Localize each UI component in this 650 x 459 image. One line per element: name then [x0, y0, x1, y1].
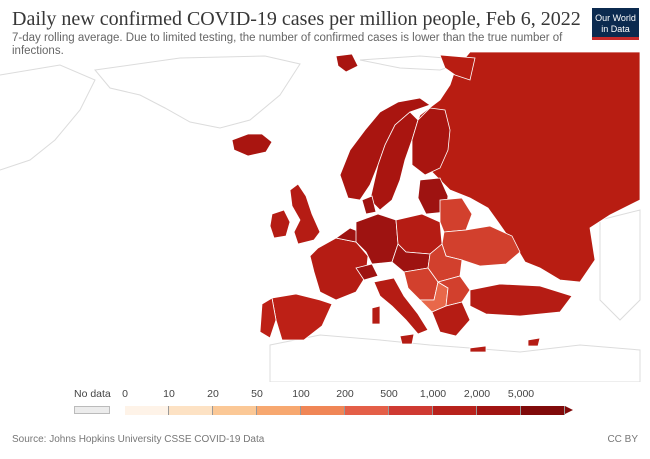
legend-no-data-label: No data [74, 388, 111, 400]
africa-outline [269, 334, 641, 382]
region-turkey [469, 283, 573, 317]
legend-tick-label: 2,000 [463, 388, 491, 400]
region-ireland [269, 209, 291, 239]
owid-logo[interactable]: Our World in Data [592, 8, 639, 40]
legend-bin[interactable] [125, 406, 169, 415]
legend-tick-label: 50 [251, 388, 263, 400]
legend-arrow-tip [565, 406, 573, 414]
source-note[interactable]: Source: Johns Hopkins University CSSE CO… [12, 434, 265, 445]
region-switzerland [355, 263, 379, 281]
region-great-britain [289, 183, 321, 245]
asia-outline [599, 209, 641, 321]
page-title: Daily new confirmed COVID-19 cases per m… [12, 8, 581, 30]
region-russia-north-islands [439, 54, 476, 81]
legend-bin[interactable] [301, 406, 345, 415]
page-subtitle: 7-day rolling average. Due to limited te… [12, 32, 563, 57]
legend-tick-label: 1,000 [419, 388, 447, 400]
region-belarus [439, 197, 473, 233]
region-greece [431, 301, 471, 337]
legend-tick-label: 20 [207, 388, 219, 400]
license-link[interactable]: CC BY [607, 434, 638, 445]
legend-tick-label: 200 [336, 388, 354, 400]
legend-bin[interactable] [477, 406, 521, 415]
region-finland [411, 107, 451, 176]
region-portugal [259, 297, 277, 339]
legend-tick-label: 100 [292, 388, 310, 400]
color-legend: No data 0 10 20 50 100 200 500 1,000 2,000 5,000 [0, 388, 650, 428]
legend-tick-label: 5,000 [507, 388, 535, 400]
region-cyprus [527, 337, 541, 347]
region-spain [271, 293, 333, 341]
logo-line-1: Our World [595, 13, 636, 23]
region-sardinia [371, 305, 381, 325]
legend-bin[interactable] [389, 406, 433, 415]
europe-choropleth-map[interactable] [0, 52, 650, 382]
legend-no-data-swatch[interactable] [74, 406, 110, 414]
north-america-outline [0, 64, 96, 171]
legend-tick-label: 0 [122, 388, 128, 400]
legend-bin[interactable] [433, 406, 477, 415]
region-iceland [231, 133, 273, 157]
legend-tick-label: 10 [163, 388, 175, 400]
region-denmark [361, 195, 377, 215]
region-sweden [369, 111, 419, 211]
legend-bin[interactable] [213, 406, 257, 415]
region-poland [395, 213, 443, 255]
region-russia [411, 52, 641, 283]
greenland-outline [94, 55, 301, 129]
region-crete [469, 345, 487, 353]
legend-bin[interactable] [257, 406, 301, 415]
region-italy [373, 277, 429, 335]
region-svalbard [335, 53, 359, 73]
logo-line-2: in Data [601, 24, 630, 34]
legend-bin[interactable] [345, 406, 389, 415]
legend-tick-label: 500 [380, 388, 398, 400]
legend-bin[interactable] [169, 406, 213, 415]
region-sicily [399, 333, 415, 345]
legend-bin[interactable] [521, 406, 565, 415]
